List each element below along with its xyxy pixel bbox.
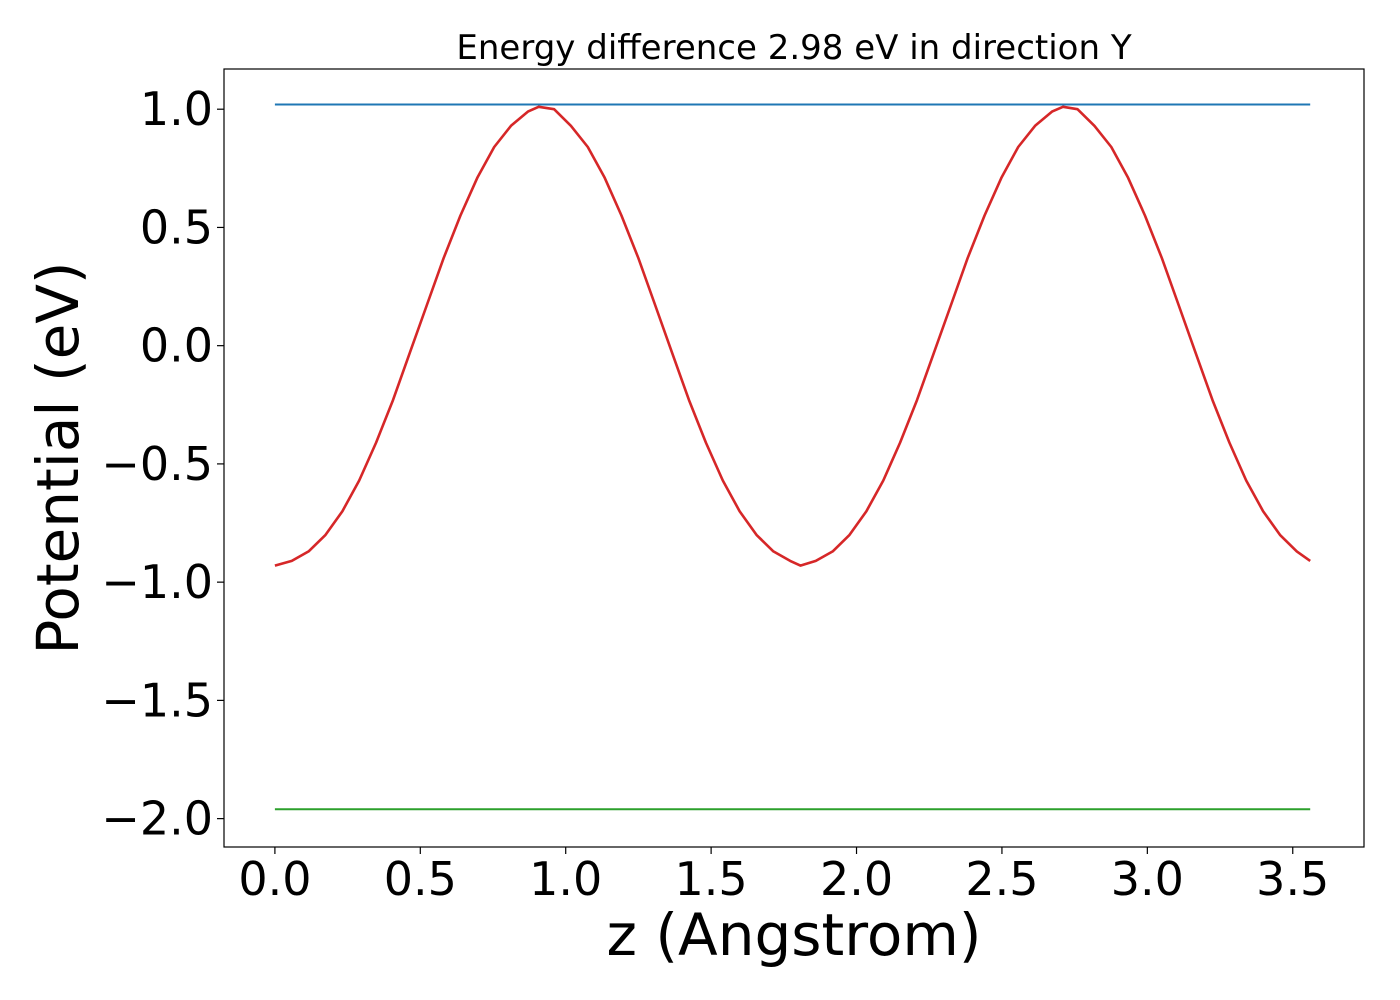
y-axis-ticks: 1.0 0.5 0.0 −0.5 −1.0 −1.5 −2.0 [101, 82, 224, 846]
x-tick-label: 0.5 [384, 852, 457, 906]
x-axis-ticks: 0.0 0.5 1.0 1.5 2.0 2.5 3.0 3.5 [238, 847, 1329, 906]
plot-frame [223, 68, 1365, 848]
x-tick-label: 3.0 [1111, 852, 1184, 906]
x-tick-label: 3.5 [1256, 852, 1329, 906]
y-axis-label: Potential (eV) [24, 261, 92, 654]
x-tick-label: 2.5 [965, 852, 1038, 906]
x-axis-label: z (Angstrom) [607, 901, 982, 969]
x-tick-label: 1.0 [529, 852, 602, 906]
chart-title: Energy difference 2.98 eV in direction Y [456, 28, 1131, 68]
series-line-2 [274, 105, 1311, 567]
y-tick-label: 0.5 [140, 200, 213, 254]
x-tick-label: 1.5 [675, 852, 748, 906]
y-tick-label: 0.0 [140, 319, 213, 373]
y-tick-label: −1.5 [101, 673, 213, 727]
y-tick-label: −1.0 [101, 555, 213, 609]
y-tick-label: −2.0 [101, 792, 213, 846]
x-tick-label: 0.0 [238, 852, 311, 906]
x-tick-label: 2.0 [820, 852, 893, 906]
y-tick-label: 1.0 [140, 82, 213, 136]
series-layer [274, 103, 1311, 811]
y-tick-label: −0.5 [101, 437, 213, 491]
